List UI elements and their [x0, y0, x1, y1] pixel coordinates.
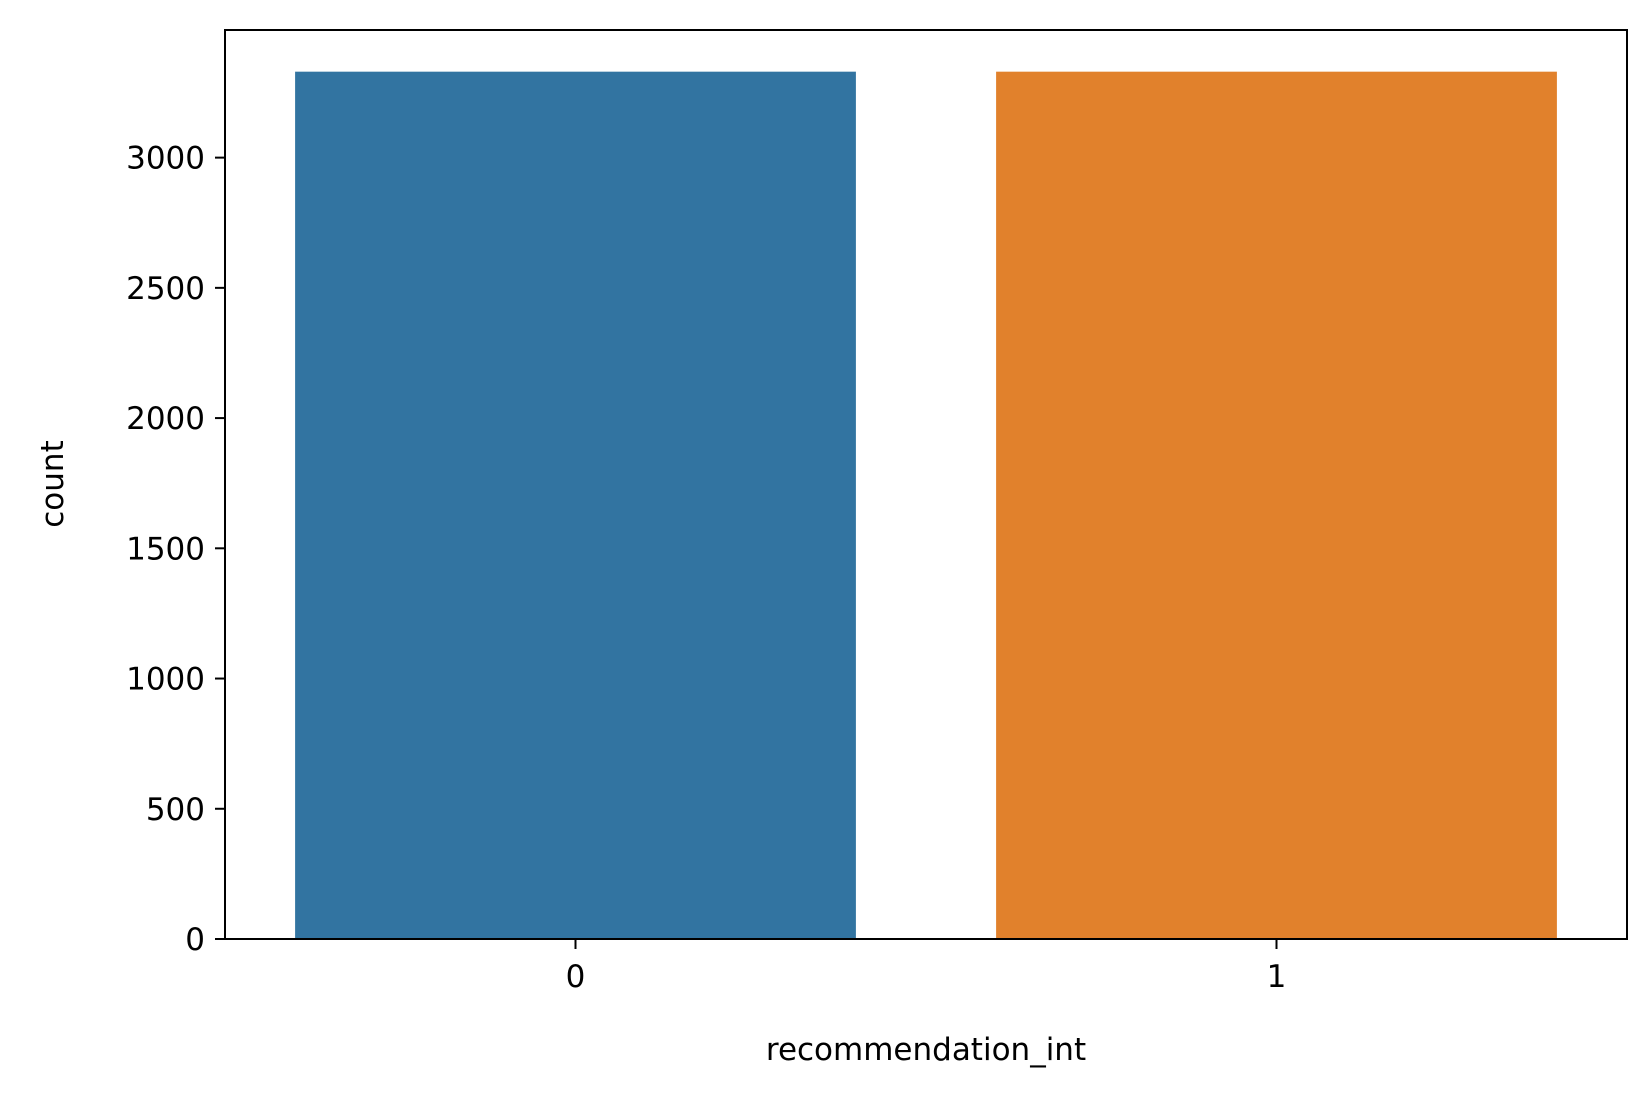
y-tick-label-0: 0	[185, 922, 205, 958]
bar-0	[295, 71, 856, 940]
y-axis: 0 500 1000 1500 2000 2500 3000	[126, 141, 225, 958]
y-tick-label-3000: 3000	[126, 141, 205, 177]
y-tick-label-2500: 2500	[126, 271, 205, 307]
plot-frame	[224, 29, 1628, 940]
bars-group	[295, 71, 1557, 940]
y-tick-label-500: 500	[146, 792, 205, 828]
bar-1	[996, 71, 1557, 940]
x-tick-label-1: 1	[1267, 959, 1287, 995]
x-tick-label-0: 0	[566, 959, 586, 995]
y-tick-label-1000: 1000	[126, 662, 205, 698]
y-axis-label: count	[35, 440, 71, 527]
y-tick-label-1500: 1500	[126, 531, 205, 567]
y-tick-label-2000: 2000	[126, 401, 205, 437]
x-axis-label: recommendation_int	[766, 1032, 1086, 1068]
